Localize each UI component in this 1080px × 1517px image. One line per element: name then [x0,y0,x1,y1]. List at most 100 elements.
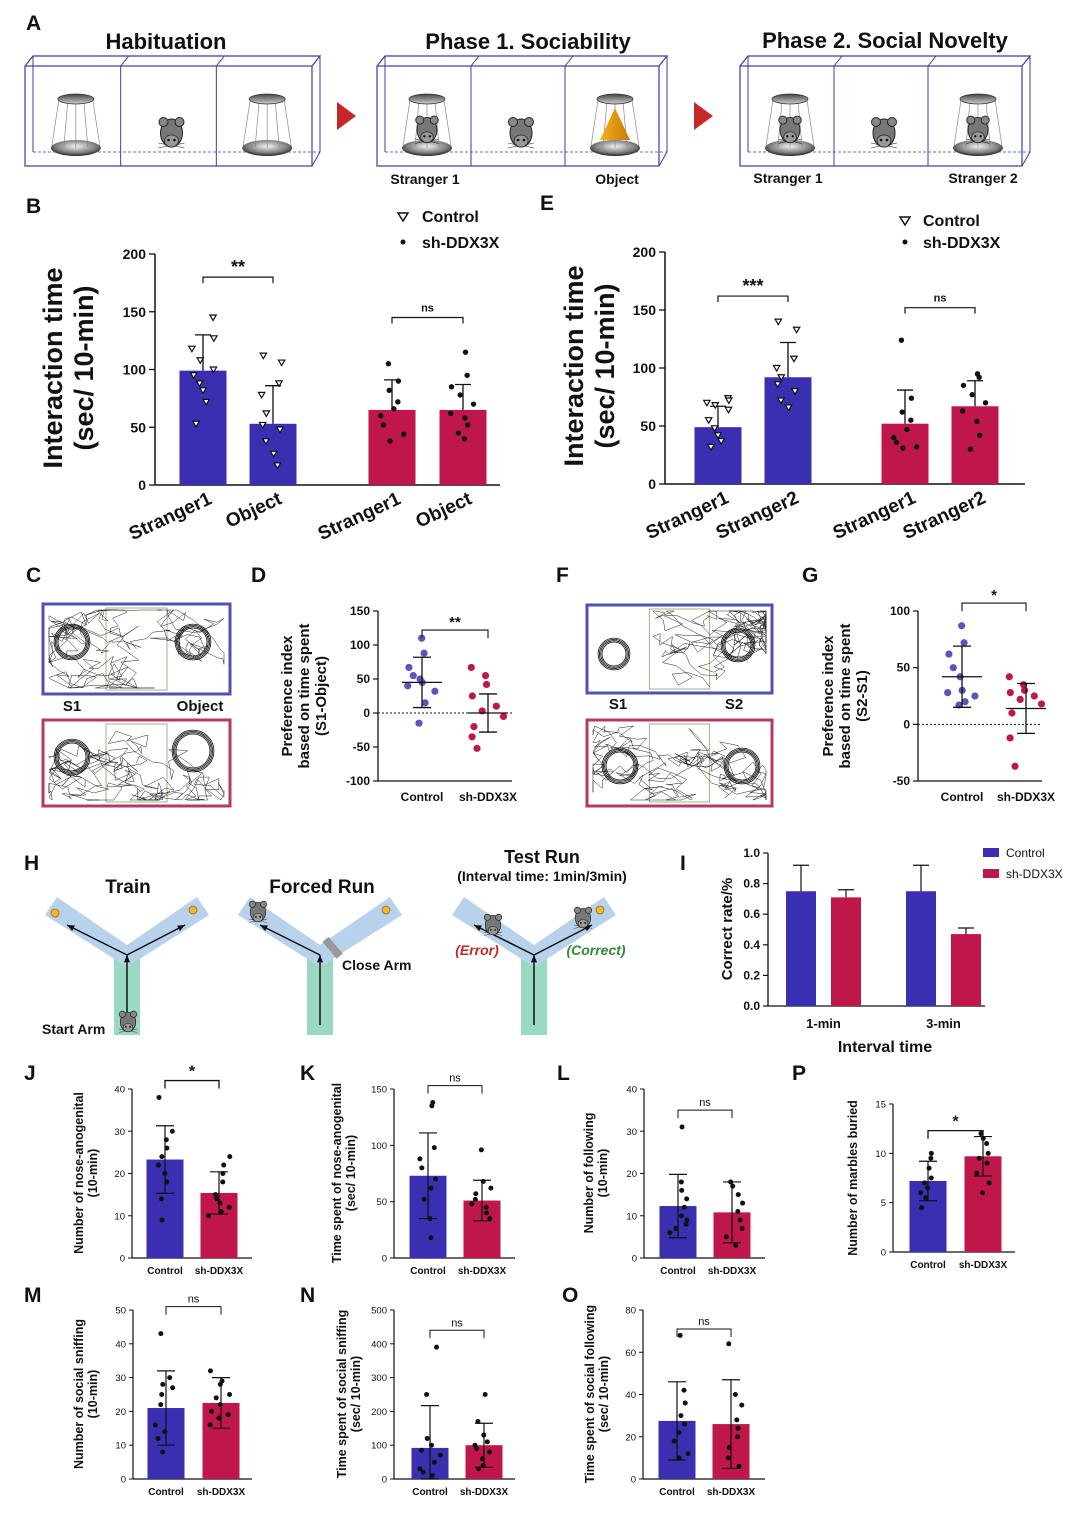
chart-p: 0 5 10 15 Number of marbles buried Control sh-… [846,1100,1015,1271]
mouse-head [513,134,529,148]
data-point [739,1225,745,1231]
data-point [208,314,218,322]
arrow-head-icon [260,925,268,932]
cup-ring [56,741,88,773]
food-icon [595,905,605,915]
data-point [1016,695,1024,704]
category-label: Object [223,488,286,532]
mouse-eye [879,138,883,142]
data-point [723,1234,729,1240]
data-point [159,1154,165,1160]
mouse-eye [791,135,794,138]
category-label: Control [410,1266,446,1277]
data-point [214,1196,220,1202]
y-tick-label: 0.0 [743,999,760,1013]
data-point [262,410,271,418]
y-axis-label: (S1-Object) [313,656,330,736]
data-point [431,1459,437,1465]
data-point [919,1205,925,1211]
error-bar [455,383,471,410]
data-point [428,1185,434,1191]
path-arrow [66,924,128,956]
box-divider [833,55,843,166]
mouse-ear [966,115,976,125]
mouse-icon [507,117,535,149]
data-point [164,1145,170,1151]
mouse-eye [979,135,982,138]
mouse-icon [870,117,898,149]
panel-h-ymaze: Train Forced Run Test Run (Interval time… [42,847,627,1037]
cup-ring [55,740,90,775]
legend-sh: sh-DDX3X [923,235,1001,252]
data-point [711,402,720,410]
error-bar [838,889,854,898]
significance-label: ns [188,1294,200,1306]
cup-bars [242,99,292,148]
mouse-icon [158,117,185,149]
cup-ring [53,738,91,776]
panel-letter-b: B [26,195,41,218]
data-point [274,380,284,388]
cup-ring [57,627,87,657]
data-point [209,335,219,343]
data-point [925,1185,931,1191]
data-point [225,1412,231,1418]
data-point [1005,673,1013,681]
cup-ring [597,637,631,671]
mouse-icon [966,115,990,144]
data-point [713,432,723,440]
category-label: sh-DDX3X [460,1487,509,1498]
data-point [790,388,800,396]
legend-control: Control [1006,846,1045,860]
track-path [592,725,767,801]
mouse-eye [173,138,176,142]
y-axis-label: Number of social sniffing [72,1319,86,1469]
data-point [257,391,266,400]
y-axis-label: Interaction time [559,265,589,466]
mouse-eye [522,138,526,142]
data-point [986,1180,992,1186]
mouse-eye [786,135,789,138]
category-label: Control [910,1260,946,1271]
y-axis-label: based on time spent [296,623,313,768]
chart-g: -50 0 50 100 Preference index based on time s… [820,587,1055,804]
data-point [480,1462,486,1468]
y-axis-label: Time spent of social sniffing [335,1310,349,1479]
category-label: Control [147,1266,183,1277]
data-point [702,399,712,407]
dot-marker-icon [400,239,406,245]
cup-ring [603,749,638,784]
mouse-eye [423,135,426,138]
data-point [682,1421,688,1427]
mouse-eye [974,135,977,138]
s2-label: S2 [725,696,743,713]
error-bar [421,1405,439,1480]
cup-bars [402,99,452,148]
y-axis-label: Interaction time [38,267,68,468]
y-tick-label: 100 [350,638,370,652]
y-tick-label: 20 [115,1407,126,1418]
cup-ring [53,623,91,661]
data-point [784,404,793,412]
y-tick-label: 500 [371,1306,387,1317]
y-tick-label: 0.4 [743,938,760,952]
data-point [898,337,905,343]
cup-ring [178,627,208,657]
data-point [984,1140,990,1146]
y-tick-label: 80 [625,1306,636,1317]
data-point [945,650,953,658]
data-point [427,1216,433,1222]
data-point [159,1392,165,1397]
data-point [468,692,476,700]
data-point [405,663,413,672]
data-point [431,687,439,695]
legend-b: Control sh-DDX3X [396,209,500,252]
data-point [473,1191,479,1197]
mouse-eye [516,138,520,142]
data-point [428,1235,434,1241]
data-point [961,698,969,706]
data-point [261,438,271,446]
mouse-whiskers [507,142,535,149]
data-point [169,1128,175,1134]
